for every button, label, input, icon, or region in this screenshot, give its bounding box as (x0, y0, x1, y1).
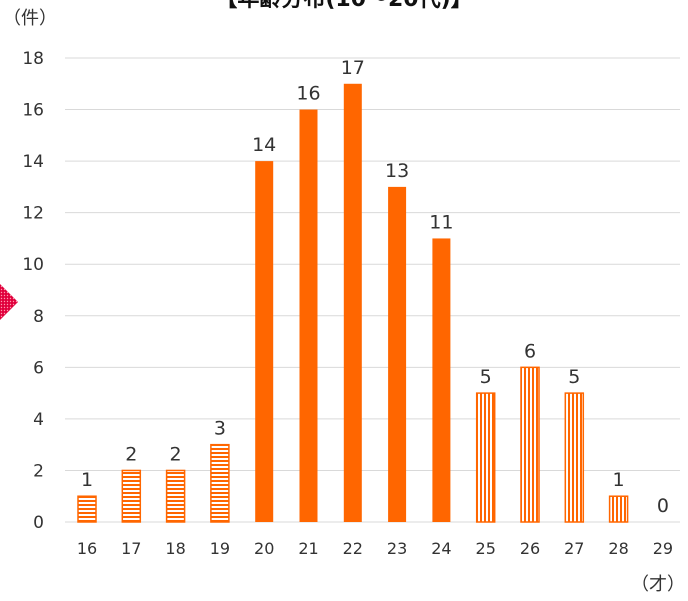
bar-18 (165, 469, 186, 523)
y-axis-ticks: 0 2 4 6 8 10 12 14 16 18 (22, 49, 44, 533)
gridlines (65, 57, 680, 523)
data-label-19: 3 (214, 418, 226, 440)
x-tick-label-29: 29 (653, 539, 673, 558)
bar-16 (77, 495, 97, 523)
data-label-22: 17 (341, 57, 365, 79)
x-tick-label-28: 28 (608, 539, 628, 558)
y-tick-label: 18 (22, 49, 44, 69)
chart-title: 【年齢分布(10～20代)】 (215, 0, 472, 12)
bar-17 (121, 469, 142, 523)
data-label-26: 6 (524, 340, 536, 362)
data-label-18: 2 (170, 443, 182, 465)
y-tick-label: 4 (33, 410, 44, 430)
data-label-28: 1 (613, 469, 625, 491)
x-tick-label-23: 23 (387, 539, 407, 558)
data-label-20: 14 (252, 134, 276, 156)
x-axis-unit: （才） (631, 574, 685, 595)
x-tick-label-20: 20 (254, 539, 274, 558)
data-label-16: 1 (81, 469, 93, 491)
y-tick-label: 8 (33, 307, 44, 327)
bar-23 (388, 186, 407, 522)
x-tick-label-18: 18 (165, 539, 185, 558)
bar-22 (343, 83, 362, 523)
y-tick-label: 14 (22, 152, 44, 172)
x-tick-label-17: 17 (121, 539, 141, 558)
bar-26 (520, 366, 540, 523)
data-labels: 1 2 2 3 14 16 17 13 11 5 6 5 1 0 (81, 57, 669, 517)
x-tick-label-24: 24 (431, 539, 451, 558)
bar-20 (255, 161, 274, 522)
x-tick-label-21: 21 (298, 539, 318, 558)
x-tick-label-27: 27 (564, 539, 584, 558)
x-tick-label-26: 26 (520, 539, 540, 558)
bar-19 (210, 443, 230, 523)
y-tick-label: 10 (22, 255, 44, 275)
data-label-27: 5 (568, 366, 580, 388)
x-axis-ticks: 16 17 18 19 20 21 22 23 24 25 26 27 28 29 (77, 539, 673, 558)
y-tick-label: 6 (33, 358, 44, 378)
side-marker (0, 284, 18, 320)
bar-28 (608, 495, 629, 523)
bar-21 (299, 109, 318, 523)
y-tick-label: 12 (22, 204, 44, 224)
data-label-21: 16 (296, 83, 320, 105)
bars (77, 83, 629, 523)
bar-24 (432, 238, 451, 522)
data-label-24: 11 (429, 211, 453, 233)
data-label-29: 0 (657, 495, 669, 517)
data-label-23: 13 (385, 160, 409, 182)
y-tick-label: 16 (22, 101, 44, 121)
data-label-17: 2 (125, 443, 137, 465)
y-tick-label: 2 (33, 461, 44, 481)
x-tick-label-25: 25 (476, 539, 496, 558)
y-axis-unit: （件） (3, 8, 57, 29)
bar-25 (475, 392, 496, 523)
data-label-25: 5 (480, 366, 492, 388)
x-tick-label-22: 22 (343, 539, 363, 558)
x-tick-label-16: 16 (77, 539, 97, 558)
x-tick-label-19: 19 (210, 539, 230, 558)
y-tick-label: 0 (33, 513, 44, 533)
bar-27 (564, 392, 585, 523)
